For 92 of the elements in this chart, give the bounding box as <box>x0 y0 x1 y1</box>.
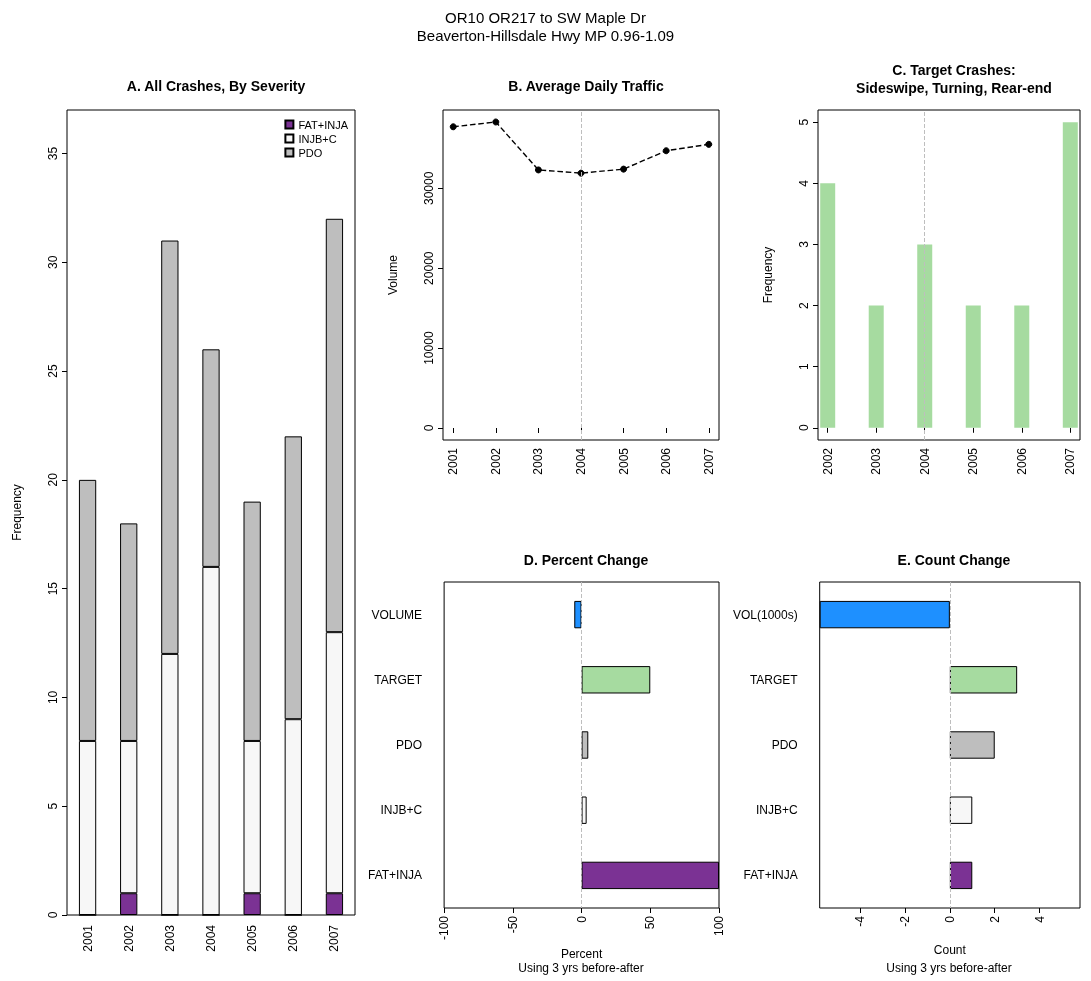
point <box>449 123 457 131</box>
y-tick-label: 10000 <box>422 331 436 365</box>
x-tick-label: 2004 <box>204 924 218 952</box>
x-axis-title: Count <box>933 943 967 957</box>
point <box>620 165 628 173</box>
bar <box>574 600 582 629</box>
text: Using 3 yrs before-after <box>886 961 1012 975</box>
y-tick-label: FAT+INJA <box>368 868 423 883</box>
x-tick-label: 2002 <box>121 924 136 952</box>
point <box>662 147 670 155</box>
chart-title: E. Count Change <box>897 552 1011 568</box>
y-tick-label: 5 <box>797 118 811 126</box>
bar <box>965 305 981 428</box>
x-tick-label: 2003 <box>531 447 546 475</box>
y-tick-label: 20000 <box>422 251 436 285</box>
x-tick-label: 2001 <box>80 924 95 952</box>
x-tick-label: 2007 <box>701 447 716 475</box>
bar <box>581 666 651 694</box>
x-tick-label: 2005 <box>616 447 631 475</box>
chart-title: D. Percent Change <box>523 552 649 568</box>
y-tick-label: 2 <box>797 301 811 309</box>
x-tick-label: 2007 <box>1063 447 1078 475</box>
chart-title: A. All Crashes, By Severity <box>126 78 306 94</box>
y-tick-label: 35 <box>46 146 60 161</box>
point <box>534 166 542 174</box>
point <box>705 140 713 148</box>
y-tick-label: INJB+C <box>756 803 799 818</box>
y-tick-label: 10 <box>46 690 60 705</box>
bar <box>820 183 836 428</box>
x-tick-label: 2005 <box>966 447 981 475</box>
x-tick-label: 2002 <box>488 447 503 475</box>
y-tick-label: FAT+INJA <box>743 868 798 883</box>
x-tick-label: 2002 <box>820 447 835 475</box>
y-tick-label: 3 <box>797 240 811 248</box>
y-tick-label: PDO <box>771 738 798 752</box>
x-tick-label: 2005 <box>245 924 260 952</box>
x-axis-title: Percent <box>560 946 603 961</box>
legend-label: PDO <box>298 146 323 159</box>
y-axis-title: Frequency <box>761 246 775 304</box>
x-tick-label: 2007 <box>327 924 342 952</box>
x-tick-label: 2006 <box>659 447 674 475</box>
y-tick-label: TARGET <box>749 672 799 687</box>
y-tick-label: 25 <box>46 364 60 378</box>
y-tick-label: 4 <box>797 179 811 187</box>
y-tick-label: VOLUME <box>371 607 423 622</box>
x-tick-label: 0 <box>574 915 589 923</box>
bar <box>868 305 884 428</box>
y-tick-label: 5 <box>46 802 60 810</box>
bar <box>949 666 1018 694</box>
x-tick-label: 2004 <box>574 447 588 475</box>
y-tick-label: 30 <box>46 255 60 269</box>
y-tick-label: TARGET <box>374 672 423 687</box>
chart-title: C. Target Crashes: Sideswipe, Turning, Rear-end <box>856 62 1052 96</box>
x-tick-label: 2003 <box>869 447 884 475</box>
y-tick-label: 0 <box>797 424 811 432</box>
x-tick-label: -100 <box>437 915 452 941</box>
text: Beaverton-Hillsdale Hwy MP 0.96-1.09 <box>415 27 676 45</box>
x-tick-label: 2006 <box>1014 447 1029 475</box>
x-tick-label: 4 <box>1032 915 1047 923</box>
y-axis-title: Volume <box>386 254 400 296</box>
x-tick-label: 100 <box>712 915 726 937</box>
x-tick-label: 2 <box>987 915 1002 923</box>
y-tick-label: PDO <box>396 738 423 752</box>
legend-label: INJB+C <box>298 132 337 145</box>
x-tick-label: 0 <box>942 915 957 923</box>
text: OR10 OR217 to SW Maple Dr <box>444 8 647 27</box>
bar <box>949 861 973 890</box>
bar <box>581 796 587 824</box>
legend-label: FAT+INJA <box>298 118 349 131</box>
y-tick-label: 1 <box>797 363 811 371</box>
x-tick-label: -4 <box>853 915 868 927</box>
y-tick-label: 30000 <box>422 171 436 205</box>
x-tick-label: 2006 <box>286 924 301 952</box>
text: Using 3 yrs before-after <box>518 961 644 975</box>
y-tick-label: VOL(1000s) <box>733 607 798 622</box>
x-tick-label: 2003 <box>162 924 177 952</box>
y-tick-label: 15 <box>46 581 60 596</box>
bar <box>1014 305 1030 428</box>
bar <box>1062 122 1078 428</box>
y-tick-label: INJB+C <box>380 803 423 818</box>
y-tick-label: 20 <box>46 472 60 487</box>
x-tick-label: 2001 <box>446 447 461 475</box>
x-tick-label: 2004 <box>917 447 932 475</box>
chart-title: B. Average Daily Traffic <box>508 78 664 94</box>
bar <box>917 244 933 428</box>
x-tick-label: -2 <box>897 915 912 927</box>
y-tick-label: 0 <box>422 424 436 432</box>
x-tick-label: -50 <box>505 915 520 934</box>
y-axis-title: Frequency <box>10 484 24 541</box>
bar <box>949 796 973 824</box>
x-tick-label: 50 <box>643 915 658 930</box>
point <box>492 118 500 126</box>
